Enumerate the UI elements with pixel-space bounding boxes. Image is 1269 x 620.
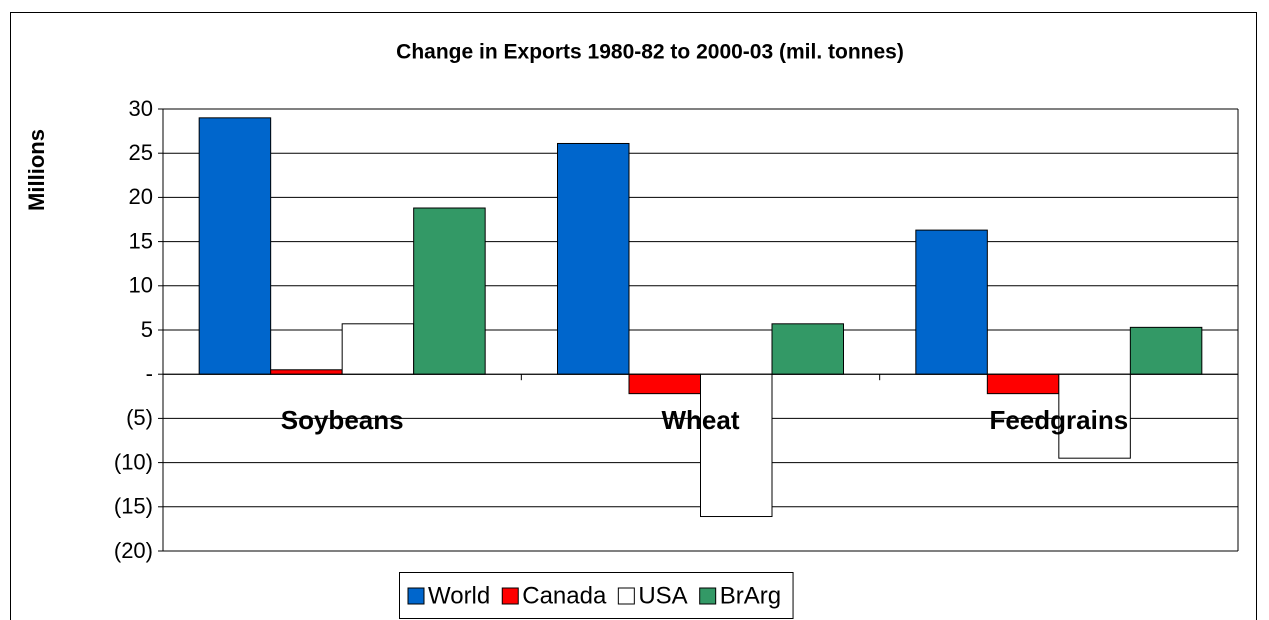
y-tick-label: (5) (126, 405, 153, 430)
y-tick-label: 20 (129, 184, 153, 209)
legend-label: USA (638, 582, 687, 609)
legend-label: Canada (522, 582, 607, 609)
x-tick-label: Wheat (662, 405, 740, 435)
x-tick-label: Feedgrains (989, 405, 1128, 435)
y-tick-label: (20) (114, 538, 153, 563)
y-tick-label: 30 (129, 96, 153, 121)
legend-box (399, 572, 794, 619)
y-tick-label: 5 (141, 317, 153, 342)
legend-swatch (407, 587, 425, 605)
legend-swatch (617, 587, 635, 605)
bar (413, 207, 486, 375)
x-tick-label: Soybeans (281, 405, 404, 435)
bar (628, 373, 701, 395)
bar (341, 323, 415, 375)
y-tick-label: 15 (129, 228, 153, 253)
y-tick-label: (10) (114, 449, 153, 474)
y-tick-label: - (146, 361, 153, 386)
legend-swatch (699, 587, 717, 605)
y-axis-title: Millions (24, 129, 49, 211)
bar (700, 373, 773, 518)
bar (986, 373, 1060, 395)
y-tick-label: (15) (114, 494, 153, 519)
legend-swatch (501, 587, 519, 605)
bar (270, 369, 343, 375)
legend: World Canada USA BrArg (399, 572, 794, 619)
chart-title: Change in Exports 1980-82 to 2000-03 (mi… (396, 41, 904, 64)
bar (198, 117, 272, 375)
y-tick-label: 10 (129, 273, 153, 298)
y-tick-label: 25 (129, 140, 153, 165)
bar (915, 229, 988, 375)
bar (1129, 326, 1203, 375)
legend-label: World (428, 582, 490, 609)
legend-label: BrArg (720, 582, 781, 609)
bar (557, 142, 630, 375)
bar (771, 323, 844, 375)
